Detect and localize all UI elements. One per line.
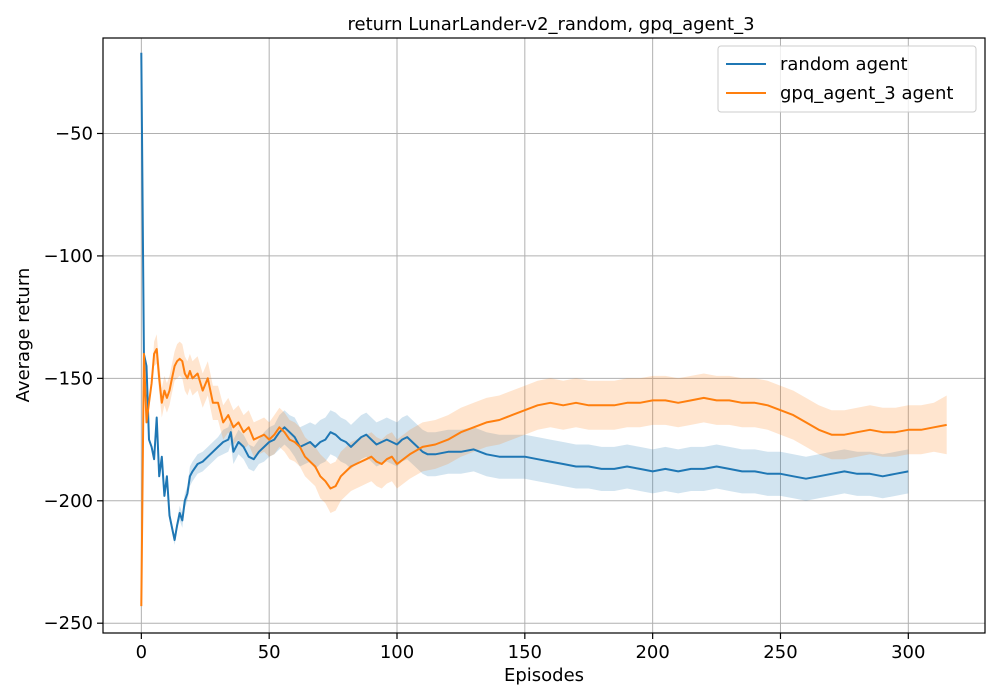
legend: random agent gpq_agent_3 agent [717,45,977,113]
legend-label-0: random agent [780,54,908,75]
line-series-0 [140,52,909,541]
y-tick-label: −250 [44,613,93,634]
x-tick-label: 300 [891,642,925,663]
x-tick-label: 50 [258,642,281,663]
confidence-bands [141,52,947,607]
grid-lines [103,38,985,633]
y-tick-label: −150 [44,368,93,389]
plot-frame [102,37,986,634]
legend-label-1: gpq_agent_3 agent [780,83,953,104]
line-series-1 [140,348,947,607]
x-tick-label: 150 [508,642,542,663]
x-tick-label: 200 [635,642,669,663]
series-lines [140,52,947,607]
legend-box [717,45,977,113]
y-tick-label: −50 [55,123,93,144]
x-tick-label: 0 [136,642,147,663]
y-axis-label: Average return [13,268,34,403]
chart-title: return LunarLander-v2_random, gpq_agent_… [347,14,754,35]
y-axis-ticks: −250 −200 −150 −100 −50 [44,123,103,634]
y-tick-label: −200 [44,491,93,512]
x-tick-label: 100 [380,642,414,663]
y-tick-label: −100 [44,246,93,267]
x-axis-ticks: 0 50 100 150 200 250 300 [136,633,925,663]
x-axis-label: Episodes [504,665,584,686]
band-series-0 [141,52,909,545]
x-tick-label: 250 [763,642,797,663]
